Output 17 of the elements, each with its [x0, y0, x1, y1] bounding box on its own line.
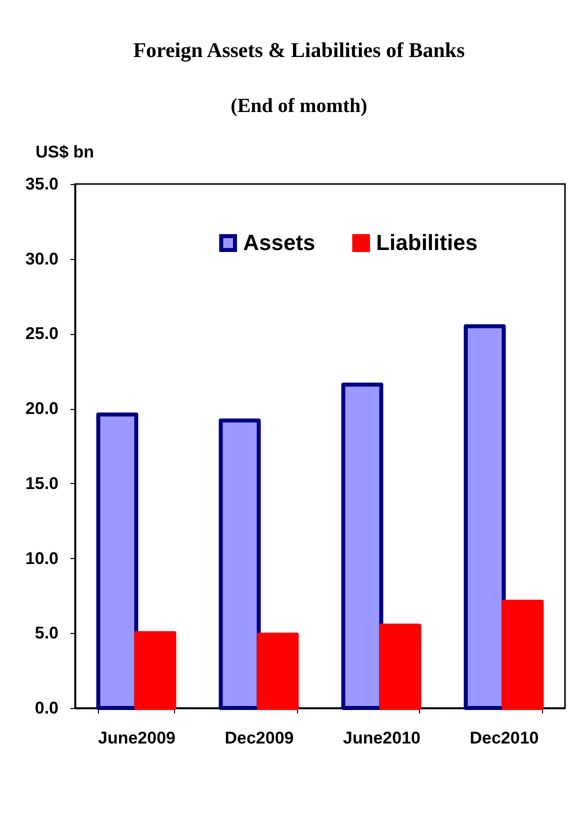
y-tick-label: 10.0 [25, 548, 58, 568]
legend-label: Liabilities [376, 230, 478, 256]
x-tick-label: Dec2010 [470, 728, 539, 748]
y-tick-label: 0.0 [34, 698, 58, 718]
y-tick-label: 35.0 [25, 174, 58, 194]
x-tick-label: June2009 [98, 728, 176, 748]
chart-title: Foreign Assets & Liabilities of Banks [133, 38, 465, 62]
x-tick-label: Dec2009 [224, 728, 294, 748]
y-axis-title: US$ bn [36, 142, 94, 162]
y-tick-label: 20.0 [25, 399, 58, 418]
legend-label: Assets [243, 230, 316, 256]
y-tick-label: 25.0 [25, 324, 58, 344]
y-tick-label: 5.0 [34, 624, 58, 643]
y-tick-label: 30.0 [25, 249, 58, 268]
chart-subtitle: (End of momth) [230, 95, 368, 117]
y-tick-label: 15.0 [25, 474, 58, 493]
x-tick-label: June2010 [343, 728, 420, 748]
